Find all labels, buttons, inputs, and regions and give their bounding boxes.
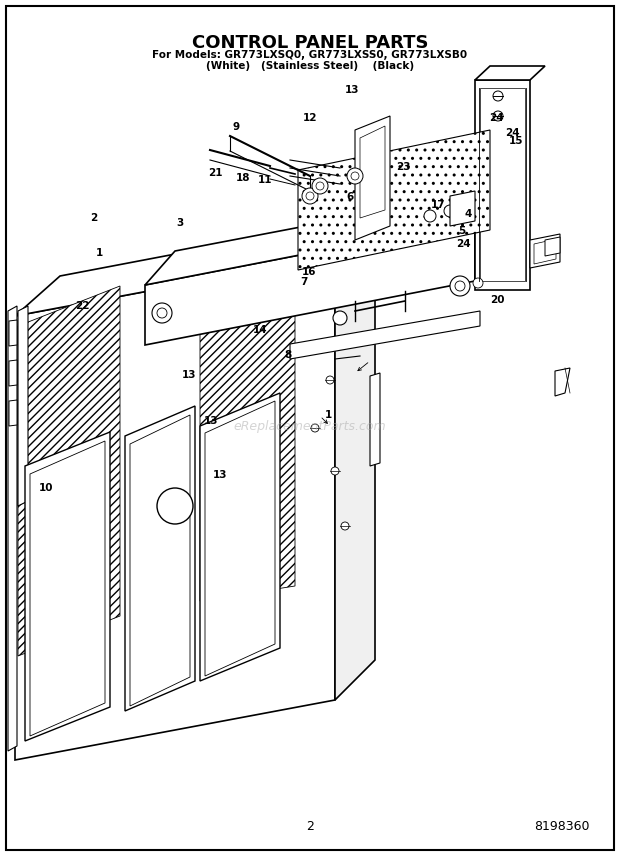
Text: 13: 13 bbox=[182, 370, 197, 380]
Polygon shape bbox=[145, 221, 475, 345]
Polygon shape bbox=[15, 256, 335, 760]
Polygon shape bbox=[9, 360, 17, 386]
Text: 1: 1 bbox=[325, 410, 332, 420]
Circle shape bbox=[316, 182, 324, 190]
Text: 13: 13 bbox=[345, 85, 360, 95]
Text: 15: 15 bbox=[508, 136, 523, 146]
Polygon shape bbox=[18, 306, 28, 506]
Text: 24: 24 bbox=[489, 113, 503, 123]
Circle shape bbox=[302, 188, 318, 204]
Circle shape bbox=[444, 205, 456, 217]
Circle shape bbox=[455, 281, 465, 291]
Circle shape bbox=[152, 303, 172, 323]
Text: 11: 11 bbox=[258, 175, 273, 185]
Polygon shape bbox=[450, 191, 475, 226]
Text: 12: 12 bbox=[303, 113, 317, 123]
Polygon shape bbox=[555, 368, 570, 396]
Polygon shape bbox=[480, 88, 525, 281]
Circle shape bbox=[311, 424, 319, 432]
Text: 3: 3 bbox=[176, 217, 184, 228]
Text: 13: 13 bbox=[203, 416, 218, 426]
Polygon shape bbox=[370, 373, 380, 466]
Polygon shape bbox=[530, 234, 560, 268]
Text: 13: 13 bbox=[213, 470, 228, 480]
Circle shape bbox=[493, 91, 503, 101]
Text: 8198360: 8198360 bbox=[534, 819, 590, 833]
Text: 1: 1 bbox=[95, 247, 103, 258]
Text: CONTROL PANEL PARTS: CONTROL PANEL PARTS bbox=[192, 34, 428, 52]
Circle shape bbox=[306, 192, 314, 200]
Circle shape bbox=[333, 311, 347, 325]
Circle shape bbox=[326, 376, 334, 384]
Polygon shape bbox=[298, 130, 490, 270]
Polygon shape bbox=[30, 441, 105, 736]
Polygon shape bbox=[200, 393, 280, 681]
Circle shape bbox=[347, 168, 363, 184]
Text: For Models: GR773LXSQ0, GR773LXSS0, GR773LXSB0: For Models: GR773LXSQ0, GR773LXSS0, GR77… bbox=[153, 50, 467, 60]
Polygon shape bbox=[290, 311, 480, 359]
Circle shape bbox=[424, 210, 436, 222]
Text: 5: 5 bbox=[458, 226, 466, 236]
Polygon shape bbox=[335, 216, 375, 700]
Text: 4: 4 bbox=[464, 209, 472, 219]
Text: 6: 6 bbox=[347, 192, 354, 202]
Polygon shape bbox=[145, 188, 505, 285]
Text: 16: 16 bbox=[301, 267, 316, 277]
Polygon shape bbox=[130, 415, 190, 706]
Circle shape bbox=[450, 276, 470, 296]
Text: 2: 2 bbox=[91, 213, 98, 223]
Polygon shape bbox=[25, 432, 110, 741]
Text: 18: 18 bbox=[236, 173, 250, 183]
Text: 17: 17 bbox=[430, 200, 445, 211]
Text: 22: 22 bbox=[75, 301, 90, 312]
Text: 20: 20 bbox=[490, 294, 505, 305]
Text: 24: 24 bbox=[456, 239, 471, 249]
Text: 23: 23 bbox=[396, 162, 410, 172]
Circle shape bbox=[157, 488, 193, 524]
Polygon shape bbox=[475, 66, 545, 80]
Text: (White)   (Stainless Steel)    (Black): (White) (Stainless Steel) (Black) bbox=[206, 61, 414, 71]
Polygon shape bbox=[9, 320, 17, 346]
Polygon shape bbox=[205, 401, 275, 676]
Polygon shape bbox=[125, 406, 195, 711]
Circle shape bbox=[157, 308, 167, 318]
Polygon shape bbox=[545, 237, 560, 256]
Polygon shape bbox=[475, 188, 505, 281]
Circle shape bbox=[331, 467, 339, 475]
Polygon shape bbox=[355, 116, 390, 240]
Polygon shape bbox=[534, 239, 556, 264]
Polygon shape bbox=[360, 126, 385, 218]
Circle shape bbox=[312, 178, 328, 194]
Text: 8: 8 bbox=[285, 350, 292, 360]
Text: 14: 14 bbox=[253, 324, 268, 335]
Polygon shape bbox=[18, 286, 120, 656]
Polygon shape bbox=[8, 306, 17, 751]
Text: eReplacementParts.com: eReplacementParts.com bbox=[234, 419, 386, 432]
Circle shape bbox=[473, 278, 483, 288]
Text: 21: 21 bbox=[208, 168, 223, 178]
Polygon shape bbox=[9, 400, 17, 426]
Circle shape bbox=[351, 172, 359, 180]
Polygon shape bbox=[15, 216, 375, 316]
Circle shape bbox=[341, 522, 349, 530]
Circle shape bbox=[493, 111, 503, 121]
Text: 9: 9 bbox=[232, 122, 239, 132]
Polygon shape bbox=[200, 276, 295, 601]
Text: 24: 24 bbox=[505, 128, 520, 138]
Polygon shape bbox=[475, 80, 530, 290]
Text: 2: 2 bbox=[306, 819, 314, 833]
Text: 7: 7 bbox=[300, 277, 308, 288]
Text: 10: 10 bbox=[39, 483, 54, 493]
